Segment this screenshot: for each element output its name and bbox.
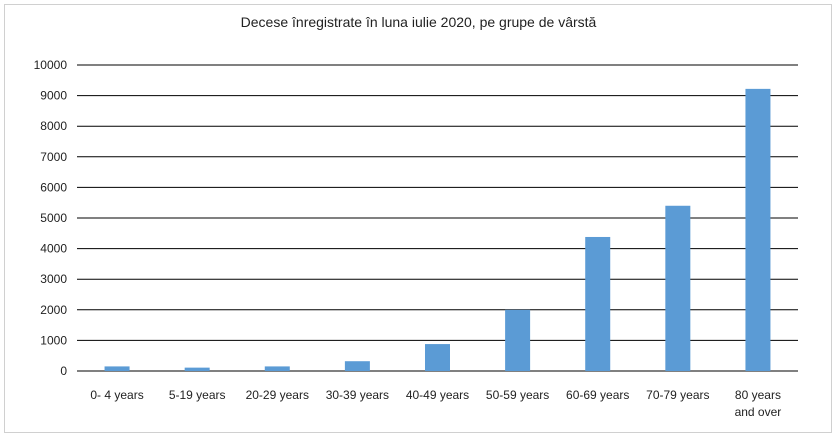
- y-tick-label: 4000: [40, 242, 67, 256]
- bars: [104, 88, 771, 372]
- y-tick-label: 2000: [40, 303, 67, 317]
- y-tick-label: 8000: [40, 119, 67, 133]
- x-tick-label: 40-49 years: [406, 388, 469, 402]
- x-tick-label: 50-59 years: [486, 388, 549, 402]
- y-tick-label: 1000: [40, 333, 67, 347]
- y-tick-label: 5000: [40, 211, 67, 225]
- bar: [585, 236, 611, 371]
- x-tick-label: 70-79 years: [646, 388, 709, 402]
- y-axis-ticks: 0 1000 2000 3000 4000 5000 6000 7000 8000 9000 100…: [34, 58, 68, 378]
- bar: [104, 366, 130, 371]
- bar: [745, 88, 771, 372]
- bar: [665, 205, 691, 371]
- x-tick-label: 60-69 years: [566, 388, 629, 402]
- x-tick-label: 5-19 years: [169, 388, 226, 402]
- y-tick-label: 3000: [40, 272, 67, 286]
- x-tick-label: 0- 4 years: [90, 388, 143, 402]
- bar: [184, 367, 210, 371]
- chart-title: Decese înregistrate în luna iulie 2020, …: [240, 14, 597, 30]
- y-tick-label: 10000: [34, 58, 68, 72]
- y-tick-label: 6000: [40, 180, 67, 194]
- y-tick-label: 9000: [40, 89, 67, 103]
- y-tick-label: 0: [60, 364, 67, 378]
- bar: [344, 361, 370, 371]
- x-tick-label: 80 years and over: [735, 388, 782, 419]
- x-tick-label: 20-29 years: [246, 388, 309, 402]
- x-tick-label: 30-39 years: [326, 388, 389, 402]
- y-tick-label: 7000: [40, 150, 67, 164]
- bar: [425, 344, 450, 371]
- bar: [505, 309, 531, 371]
- bar: [264, 366, 290, 371]
- x-axis-ticks: 0- 4 years 5-19 years 20-29 years 30-39 yea…: [90, 388, 781, 419]
